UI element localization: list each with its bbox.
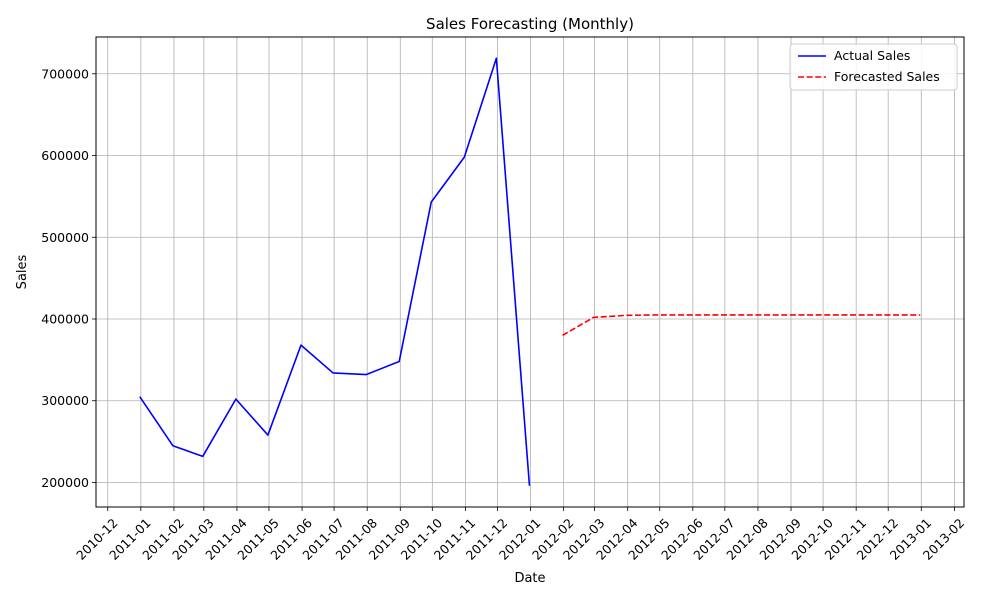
chart-title: Sales Forecasting (Monthly) [426,15,634,33]
y-tick-label: 500000 [41,230,89,245]
plot-frame [95,36,965,508]
y-tick-label: 600000 [41,148,89,163]
x-axis-label: Date [514,571,545,586]
y-tick-label: 200000 [41,475,89,490]
y-tick-label: 300000 [41,393,89,408]
series-lines [139,57,921,486]
legend-label-actual-sales: Actual Sales [834,48,910,63]
y-axis-ticks: 200000 300000 400000 500000 600000 700000 [41,66,96,490]
series-line-forecasted-sales [562,314,921,337]
legend-box [789,43,958,91]
y-tick-label: 700000 [41,66,89,81]
series-line-actual-sales [139,57,531,486]
legend-label-forecasted-sales: Forecasted Sales [834,69,940,84]
legend: Actual Sales Forecasted Sales [789,43,958,91]
y-axis-label: Sales [15,254,30,289]
y-tick-label: 400000 [41,312,89,327]
